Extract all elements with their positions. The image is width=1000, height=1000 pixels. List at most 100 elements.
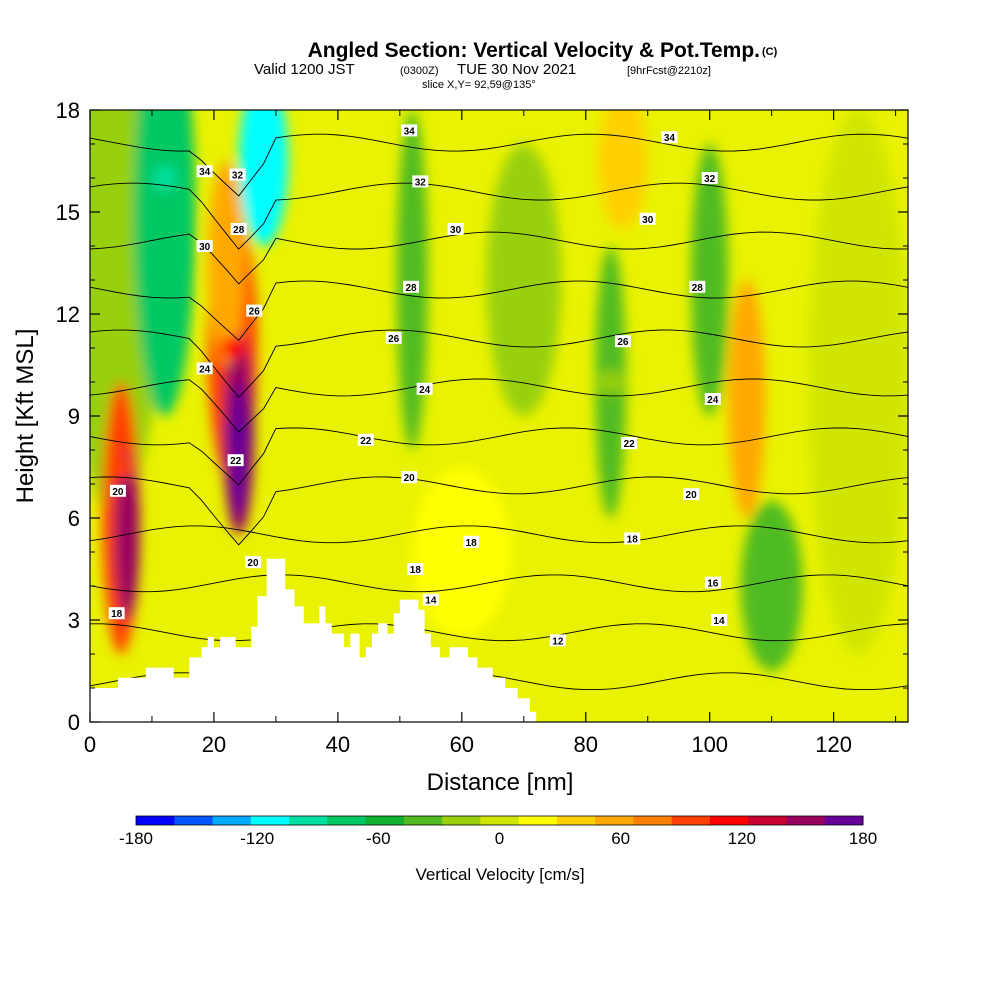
- svg-text:18: 18: [466, 538, 478, 549]
- subtitle-utc: (0300Z): [400, 65, 439, 77]
- pot-temp-contours: [90, 133, 908, 691]
- contour-label-23: 20: [683, 488, 700, 501]
- colorbar-label: Vertical Velocity [cm/s]: [415, 865, 584, 884]
- chart-title: Angled Section: Vertical Velocity & Pot.…: [308, 39, 760, 62]
- svg-text:22: 22: [624, 439, 636, 450]
- svg-text:22: 22: [230, 456, 242, 467]
- x-tick-100: 100: [691, 732, 728, 757]
- colorbar-tick--120: -120: [240, 829, 274, 848]
- svg-text:24: 24: [419, 385, 431, 396]
- colorbar-swatch-6: [365, 816, 405, 825]
- subtitle-forecast: [9hrFcst@2210z]: [627, 65, 711, 77]
- subtitle-valid: Valid 1200 JST: [254, 61, 355, 78]
- x-tick-120: 120: [815, 732, 852, 757]
- svg-text:24: 24: [707, 395, 719, 406]
- svg-text:26: 26: [617, 337, 629, 348]
- y-axis-label: Height [Kft MSL]: [12, 329, 39, 504]
- x-tick-80: 80: [574, 732, 598, 757]
- velocity-patch-1: [133, 110, 196, 416]
- svg-text:14: 14: [425, 596, 437, 607]
- velocity-cell-5: [251, 132, 276, 156]
- contour-label-16: 24: [416, 382, 433, 396]
- contour-label-32: 12: [549, 634, 566, 647]
- velocity-cell-2: [226, 421, 251, 445]
- svg-text:22: 22: [360, 436, 372, 447]
- colorbar-swatch-16: [748, 816, 787, 825]
- velocity-cell-1: [108, 455, 133, 479]
- svg-text:24: 24: [199, 364, 211, 375]
- svg-text:12: 12: [552, 636, 564, 647]
- svg-text:18: 18: [627, 534, 639, 545]
- contour-20: [90, 476, 908, 546]
- svg-text:26: 26: [249, 307, 261, 318]
- contour-label-14: 26: [614, 335, 631, 348]
- x-tick-40: 40: [326, 732, 350, 757]
- contour-28: [90, 280, 908, 342]
- x-axis-label: Distance [nm]: [427, 769, 574, 796]
- svg-text:20: 20: [112, 487, 124, 498]
- svg-text:26: 26: [388, 334, 400, 345]
- contour-16: [90, 574, 908, 593]
- y-tick-0: 0: [68, 710, 80, 735]
- contour-labels: 34 34 34 32 32 32 30 28 30 30 26 28 28 26 26 24 24 24 22 22…: [108, 124, 727, 647]
- colorbar-ticks: -180 -120 -60 0 60 120 180: [119, 829, 877, 848]
- svg-text:20: 20: [404, 473, 416, 484]
- x-tick-60: 60: [450, 732, 474, 757]
- contour-label-26: 20: [244, 556, 261, 569]
- svg-text:28: 28: [692, 283, 704, 294]
- subtitle-date: TUE 30 Nov 2021: [457, 61, 576, 78]
- velocity-cell-3: [220, 336, 245, 360]
- svg-text:30: 30: [199, 242, 211, 253]
- contour-label-19: 22: [621, 437, 638, 450]
- colorbar-swatch-7: [403, 816, 443, 825]
- colorbar-swatch-17: [786, 816, 826, 825]
- velocity-cell-7: [400, 234, 425, 258]
- colorbar-swatch-11: [556, 816, 596, 825]
- velocity-patch-4: [486, 144, 561, 416]
- velocity-patch-7: [740, 501, 803, 671]
- velocity-cell-9: [759, 557, 784, 581]
- plot-area: 34 34 34 32 32 32 30 28 30 30 26 28 28 26 26 24 24 24 22 22…: [90, 110, 908, 722]
- svg-text:32: 32: [704, 174, 716, 185]
- contour-label-25: 18: [624, 532, 641, 545]
- contour-label-2: 34: [196, 165, 213, 178]
- contour-label-9: 30: [639, 212, 656, 226]
- svg-text:28: 28: [233, 225, 245, 236]
- contour-label-13: 26: [385, 331, 402, 345]
- contour-label-28: 16: [704, 576, 721, 590]
- colorbar-swatch-13: [633, 816, 673, 825]
- colorbar: [135, 815, 864, 826]
- contour-30: [90, 231, 908, 285]
- contour-label-11: 28: [403, 280, 420, 294]
- contour-label-18: 22: [357, 433, 374, 447]
- contour-26: [90, 329, 908, 398]
- svg-text:14: 14: [713, 616, 725, 627]
- contour-label-10: 26: [246, 304, 263, 318]
- y-tick-3: 3: [68, 608, 80, 633]
- colorbar-tick-0: 0: [495, 829, 504, 848]
- contour-18: [90, 525, 908, 544]
- colorbar-swatch-0: [136, 816, 175, 825]
- contour-label-31: 14: [710, 614, 727, 627]
- velocity-cell-8: [734, 387, 759, 411]
- colorbar-swatch-8: [442, 816, 481, 825]
- contour-label-3: 32: [229, 168, 246, 182]
- contour-32: [90, 182, 908, 250]
- velocity-cell-4: [214, 251, 239, 275]
- colorbar-swatch-5: [327, 816, 367, 825]
- contour-label-1: 34: [661, 131, 678, 144]
- contour-label-17: 24: [704, 393, 721, 406]
- contour-label-4: 32: [412, 175, 429, 188]
- svg-text:30: 30: [642, 215, 654, 226]
- terrain-mask: [90, 558, 537, 722]
- velocity-patch-3: [396, 110, 428, 450]
- slice-label: slice X,Y= 92,59@135°: [422, 79, 536, 91]
- colorbar-swatch-2: [212, 816, 252, 825]
- contour-label-30: 18: [108, 607, 125, 620]
- contour-label-27: 18: [407, 563, 424, 576]
- contour-22: [90, 427, 908, 486]
- svg-text:32: 32: [415, 177, 427, 188]
- colorbar-swatch-15: [709, 816, 749, 825]
- colorbar-tick-60: 60: [611, 829, 630, 848]
